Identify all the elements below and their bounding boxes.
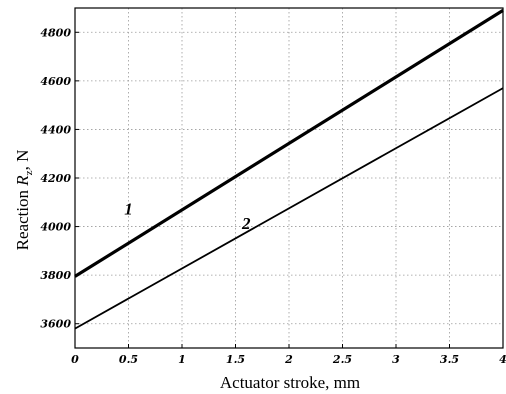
x-tick-label: 1 <box>178 353 186 366</box>
y-tick-label: 3800 <box>40 269 71 282</box>
x-tick-label: 3.5 <box>440 353 459 366</box>
y-axis-label: Reaction Rz, N <box>13 150 35 251</box>
series-line-2 <box>74 87 504 330</box>
series-label-2: 2 <box>241 214 251 233</box>
x-tick-label: 3 <box>392 353 400 366</box>
x-tick-label: 0 <box>71 353 79 366</box>
series-line-1 <box>74 9 504 278</box>
series-labels: 12 <box>124 199 251 233</box>
y-axis-label-unit: , N <box>13 150 32 171</box>
y-axis-label-symbol: R <box>13 175 32 187</box>
grid <box>75 8 503 348</box>
y-tick-label: 4000 <box>40 221 71 234</box>
y-tick-label: 4600 <box>40 75 71 88</box>
x-tick-label: 1.5 <box>226 353 245 366</box>
x-tick-label: 0.5 <box>119 353 138 366</box>
y-tick-label: 4400 <box>40 123 71 136</box>
x-tick-labels: 0 0.5 1 1.5 2 2.5 3 3.5 4 <box>71 353 506 366</box>
tick-marks <box>74 31 504 348</box>
series-lines <box>74 9 504 330</box>
y-axis-label-subscript: z <box>23 170 35 175</box>
x-tick-label: 2.5 <box>332 353 352 366</box>
x-tick-label: 4 <box>499 353 506 366</box>
x-tick-label: 2 <box>284 353 293 366</box>
y-axis-label-main: Reaction <box>13 186 32 251</box>
y-tick-labels: 3600 3800 4000 4200 4400 4600 4800 <box>40 26 71 330</box>
y-tick-label: 4200 <box>40 172 71 185</box>
y-tick-label: 4800 <box>40 26 71 39</box>
y-tick-label: 3600 <box>40 318 71 331</box>
series-label-1: 1 <box>124 199 133 218</box>
x-axis-label: Actuator stroke, mm <box>220 373 360 392</box>
